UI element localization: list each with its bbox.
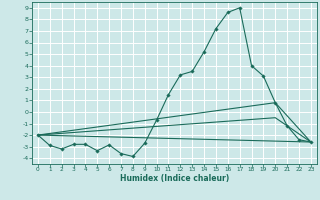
X-axis label: Humidex (Indice chaleur): Humidex (Indice chaleur) <box>120 174 229 183</box>
